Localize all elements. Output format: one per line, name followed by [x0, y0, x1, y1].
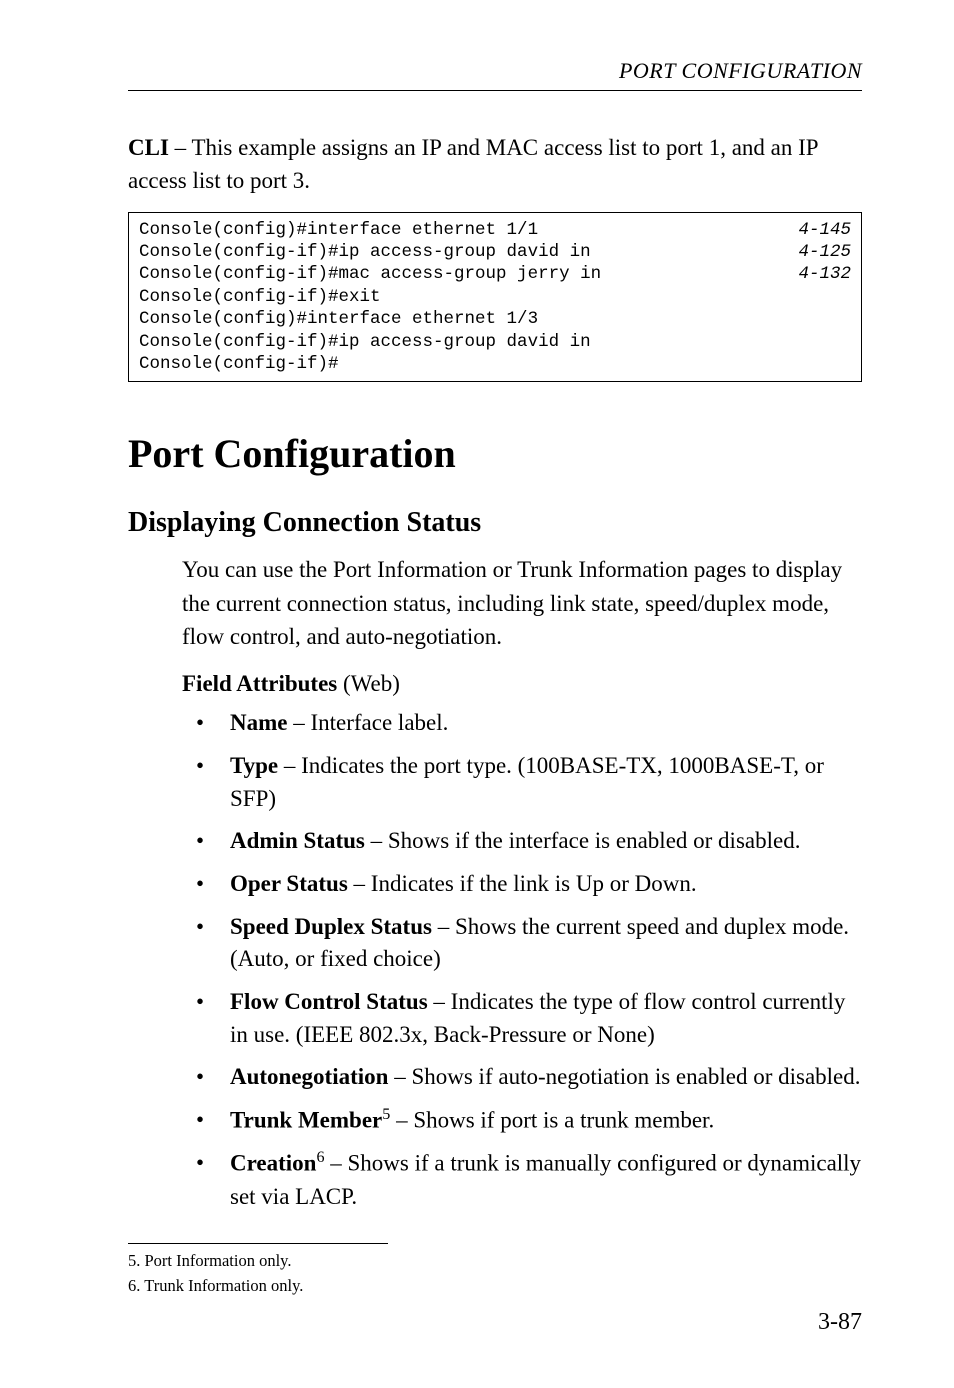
intro-rest: – This example assigns an IP and MAC acc… — [128, 135, 818, 193]
bullet-term: Type — [230, 753, 278, 778]
bullet-desc: – Shows if port is a trunk member. — [390, 1108, 714, 1133]
list-item: Name – Interface label. — [182, 707, 862, 740]
bullet-desc: – Shows if a trunk is manually configure… — [230, 1151, 861, 1209]
bullet-term: Autonegotiation — [230, 1064, 388, 1089]
code-ref: 4-125 — [798, 241, 851, 263]
page-number: 3-87 — [818, 1309, 862, 1336]
bullet-desc: – Shows if auto-negotiation is enabled o… — [388, 1064, 860, 1089]
cli-code-block: Console(config)#interface ethernet 1/1 4-… — [128, 212, 862, 383]
field-attr-bold: Field Attributes — [182, 671, 337, 696]
list-item: Speed Duplex Status – Shows the current … — [182, 911, 862, 976]
running-header-text: PORT CONFIGURATION — [619, 58, 862, 83]
bullet-term: Speed Duplex Status — [230, 914, 432, 939]
list-item: Admin Status – Shows if the interface is… — [182, 825, 862, 858]
code-text: Console(config)#interface ethernet 1/1 — [139, 219, 538, 241]
bullet-desc: – Interface label. — [287, 710, 448, 735]
bullet-term: Trunk Member — [230, 1108, 382, 1133]
field-attr-rest: (Web) — [337, 671, 400, 696]
code-line: Console(config)#interface ethernet 1/3 — [139, 308, 851, 330]
code-ref: 4-145 — [798, 219, 851, 241]
bullet-desc: – Indicates the port type. (100BASE-TX, … — [230, 753, 824, 811]
field-attributes-heading: Field Attributes (Web) — [182, 671, 862, 697]
code-line: Console(config)#interface ethernet 1/1 4-… — [139, 219, 851, 241]
bullet-desc: – Indicates if the link is Up or Down. — [348, 871, 697, 896]
code-text: Console(config-if)#ip access-group david… — [139, 331, 591, 353]
running-header: PORT CONFIGURATION — [128, 58, 862, 84]
list-item: Creation6 – Shows if a trunk is manually… — [182, 1147, 862, 1213]
code-line: Console(config-if)#ip access-group david… — [139, 241, 851, 263]
list-item: Trunk Member5 – Shows if port is a trunk… — [182, 1104, 862, 1137]
bullet-desc: – Shows if the interface is enabled or d… — [365, 828, 801, 853]
footnote: 6. Trunk Information only. — [128, 1275, 862, 1297]
list-item: Flow Control Status – Indicates the type… — [182, 986, 862, 1051]
code-line: Console(config-if)# — [139, 353, 851, 375]
bullet-term: Creation — [230, 1151, 316, 1176]
list-item: Autonegotiation – Shows if auto-negotiat… — [182, 1061, 862, 1094]
footnote-rule — [128, 1243, 388, 1244]
code-line: Console(config-if)#mac access-group jerr… — [139, 263, 851, 285]
intro-paragraph: CLI – This example assigns an IP and MAC… — [128, 131, 862, 198]
footnote-ref: 6 — [316, 1149, 324, 1166]
list-item: Type – Indicates the port type. (100BASE… — [182, 750, 862, 815]
footnote: 5. Port Information only. — [128, 1250, 862, 1272]
code-line: Console(config-if)#exit — [139, 286, 851, 308]
bullet-term: Admin Status — [230, 828, 365, 853]
subsection-paragraph: You can use the Port Information or Trun… — [182, 553, 862, 653]
bullet-list: Name – Interface label. Type – Indicates … — [182, 707, 862, 1213]
code-ref: 4-132 — [798, 263, 851, 285]
subsection-heading: Displaying Connection Status — [128, 507, 862, 539]
list-item: Oper Status – Indicates if the link is U… — [182, 868, 862, 901]
section-heading: Port Configuration — [128, 430, 862, 477]
bullet-term: Flow Control Status — [230, 989, 428, 1014]
code-text: Console(config-if)#exit — [139, 286, 381, 308]
code-text: Console(config-if)# — [139, 353, 339, 375]
bullet-term: Oper Status — [230, 871, 348, 896]
bullet-term: Name — [230, 710, 287, 735]
code-text: Console(config)#interface ethernet 1/3 — [139, 308, 538, 330]
intro-bold: CLI — [128, 135, 169, 160]
header-rule — [128, 90, 862, 91]
code-text: Console(config-if)#mac access-group jerr… — [139, 263, 601, 285]
code-text: Console(config-if)#ip access-group david… — [139, 241, 591, 263]
code-line: Console(config-if)#ip access-group david… — [139, 331, 851, 353]
